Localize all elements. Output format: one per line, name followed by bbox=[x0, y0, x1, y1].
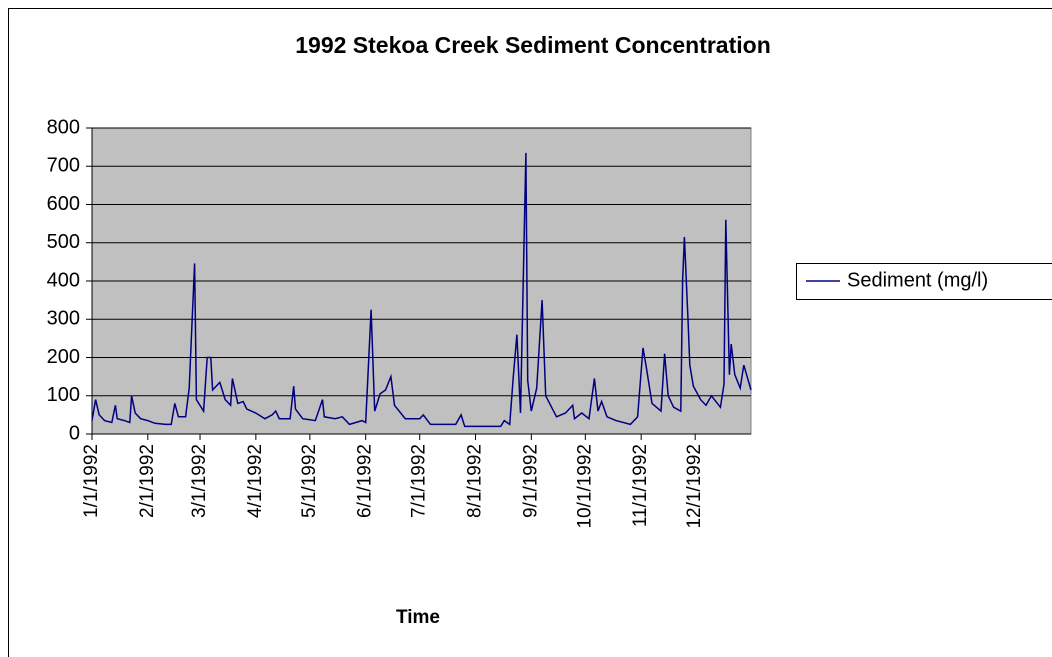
y-tick-label: 300 bbox=[47, 308, 80, 330]
y-tick-label: 200 bbox=[47, 346, 80, 368]
x-tick-label: 4/1/1992 bbox=[245, 444, 266, 518]
x-tick-label: 7/1/1992 bbox=[409, 444, 430, 518]
y-tick-label: 800 bbox=[47, 116, 80, 138]
y-tick-label: 0 bbox=[69, 422, 80, 444]
x-tick-label: 8/1/1992 bbox=[465, 444, 486, 518]
x-tick-label: 10/1/1992 bbox=[574, 444, 595, 529]
y-tick-label: 700 bbox=[47, 155, 80, 177]
x-tick-label: 2/1/1992 bbox=[137, 444, 158, 518]
x-axis-label: Time bbox=[396, 607, 440, 628]
y-tick-label: 100 bbox=[47, 384, 80, 406]
x-tick-label: 1/1/1992 bbox=[81, 444, 102, 518]
y-tick-label: 500 bbox=[47, 231, 80, 253]
data-line bbox=[91, 152, 752, 428]
chart-title: 1992 Stekoa Creek Sediment Concentration bbox=[295, 32, 771, 58]
x-tick-label: 11/1/1992 bbox=[630, 444, 651, 527]
x-tick-label: 5/1/1992 bbox=[299, 444, 320, 518]
x-tick-label: 9/1/1992 bbox=[520, 444, 541, 518]
x-tick-label: 3/1/1992 bbox=[189, 444, 210, 518]
y-tick-label: 600 bbox=[47, 193, 80, 215]
legend-label: Sediment (mg/l) bbox=[847, 269, 988, 291]
legend-box bbox=[796, 263, 1052, 300]
x-tick-label: 6/1/1992 bbox=[355, 444, 376, 518]
y-tick-label: 400 bbox=[47, 269, 80, 291]
x-tick-label: 12/1/1992 bbox=[684, 444, 705, 529]
